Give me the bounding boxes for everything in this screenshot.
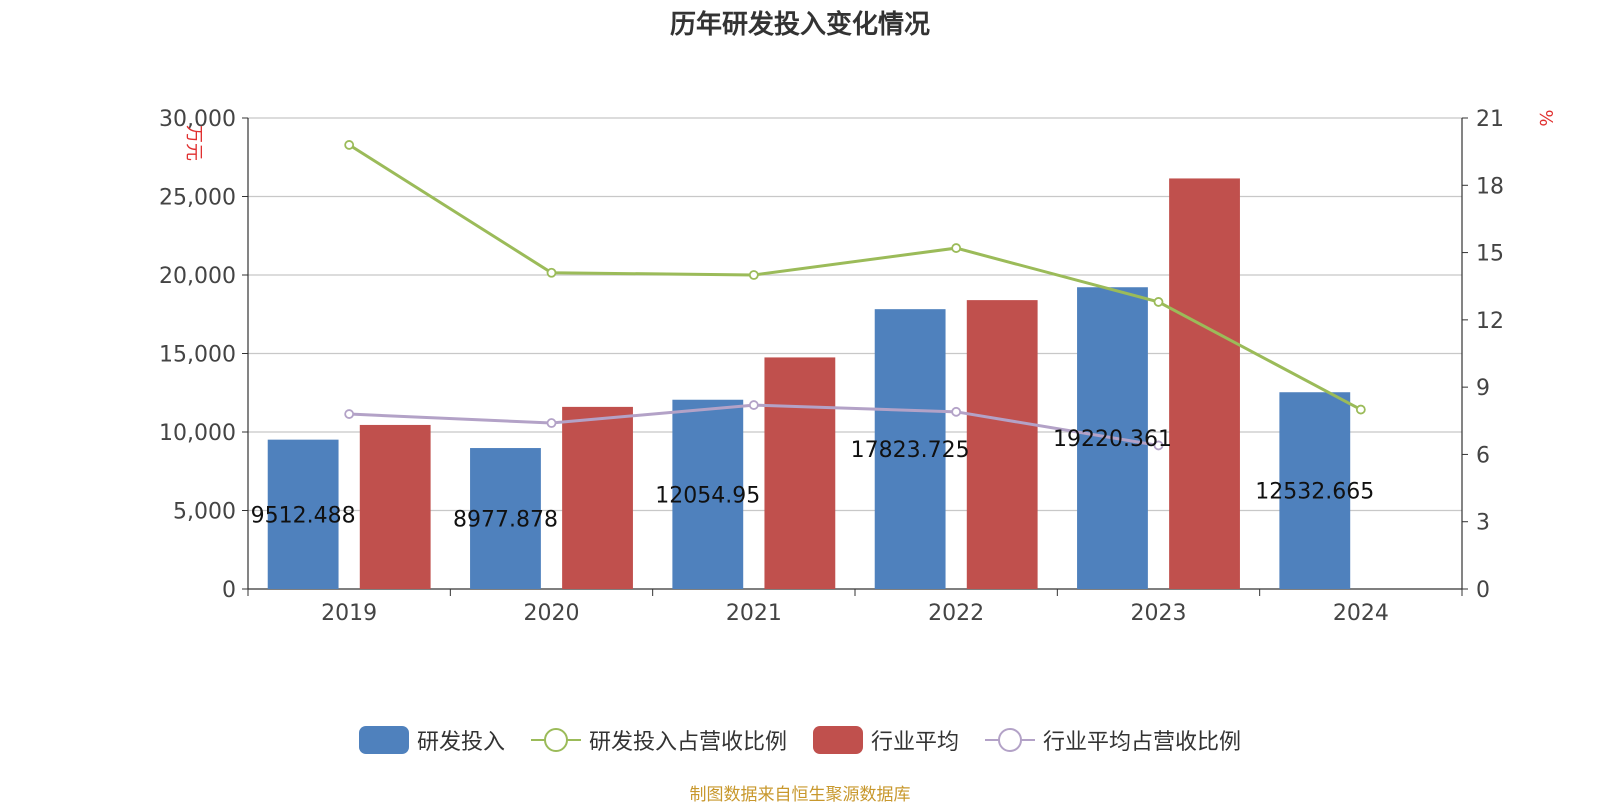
bar-industry-avg xyxy=(966,300,1038,589)
data-label: 17823.725 xyxy=(851,438,970,463)
line-rd-ratio xyxy=(348,143,1362,411)
y-left-tick-label: 10,000 xyxy=(159,421,236,446)
legend-item-rd-investment[interactable]: 研发投入 xyxy=(358,724,505,756)
y-right-tick-label: 3 xyxy=(1476,511,1490,536)
axis-layer: 0 5,000 10,000 15,000 20,000 25,000 30,000 0 3 6 9… xyxy=(159,107,1556,626)
bar-layer xyxy=(267,178,1351,589)
line-layer xyxy=(344,140,1366,451)
point-industry-ratio xyxy=(1153,440,1164,451)
legend-item-industry-avg[interactable]: 行业平均 xyxy=(813,724,959,756)
point-rd-ratio xyxy=(1355,404,1366,415)
label-layer: 9512.488 8977.878 12054.95 17823.725 19220.3… xyxy=(251,427,1375,532)
point-industry-ratio xyxy=(546,418,557,428)
point-rd-ratio xyxy=(748,270,759,280)
y-right-tick-label: 15 xyxy=(1476,242,1504,267)
y-right-tick-label: 12 xyxy=(1476,309,1504,334)
point-rd-ratio xyxy=(546,267,557,278)
legend-item-industry-ratio[interactable]: 行业平均占营收比例 xyxy=(985,724,1241,756)
y-left-tick-label: 15,000 xyxy=(159,343,236,368)
legend-swatch xyxy=(813,726,863,754)
legend-item-rd-ratio[interactable]: 研发投入占营收比例 xyxy=(530,724,787,756)
legend-label: 行业平均占营收比例 xyxy=(1043,730,1242,755)
data-label: 12054.95 xyxy=(655,483,760,508)
x-tick-label: 2020 xyxy=(524,601,580,626)
point-rd-ratio xyxy=(951,243,962,253)
data-label: 19220.361 xyxy=(1053,427,1172,452)
bar-industry-avg xyxy=(764,357,836,589)
bar-industry-avg xyxy=(359,424,431,589)
bar-rd-investment xyxy=(470,448,541,589)
legend-swatch xyxy=(358,726,409,754)
data-label: 12532.665 xyxy=(1255,480,1374,505)
legend-label: 研发投入占营收比例 xyxy=(588,730,787,755)
y-right-axis-label: % xyxy=(1535,109,1556,126)
y-right-tick-label: 0 xyxy=(1476,578,1490,603)
point-industry-ratio xyxy=(344,409,355,419)
bar-rd-investment xyxy=(1279,392,1351,589)
bar-industry-avg xyxy=(1169,178,1240,589)
grid-layer xyxy=(248,117,1462,512)
bar-industry-avg xyxy=(562,406,633,589)
y-right-tick-label: 9 xyxy=(1476,376,1490,401)
y-right-tick-label: 21 xyxy=(1476,107,1504,132)
chart-title: 历年研发投入变化情况 xyxy=(669,10,930,40)
y-right-tick-label: 18 xyxy=(1476,174,1504,199)
legend-label: 行业平均 xyxy=(871,730,960,755)
point-industry-ratio xyxy=(748,400,759,410)
source-note: 制图数据来自恒生聚源数据库 xyxy=(689,785,911,805)
y-left-tick-label: 20,000 xyxy=(159,264,236,289)
bar-rd-investment xyxy=(267,439,339,589)
legend: 研发投入 研发投入占营收比例 行业平均 行业平均占营收比例 xyxy=(0,720,1600,760)
legend-label: 研发投入 xyxy=(416,730,505,755)
y-left-tick-label: 25,000 xyxy=(159,186,236,211)
x-tick-label: 2024 xyxy=(1333,601,1389,626)
x-tick-label: 2022 xyxy=(928,601,984,626)
y-left-tick-label: 0 xyxy=(222,578,236,603)
point-industry-ratio xyxy=(951,406,962,417)
legend-swatch xyxy=(530,726,581,754)
y-left-tick-label: 30,000 xyxy=(159,107,236,132)
x-tick-label: 2023 xyxy=(1131,601,1187,626)
bar-rd-investment xyxy=(672,399,744,589)
y-right-tick-label: 6 xyxy=(1476,443,1490,468)
bar-rd-investment xyxy=(874,309,946,589)
data-label: 8977.878 xyxy=(453,508,558,533)
point-rd-ratio xyxy=(344,140,355,150)
x-tick-label: 2019 xyxy=(321,601,377,626)
legend-swatch xyxy=(985,726,1036,754)
data-label: 9512.488 xyxy=(251,503,356,528)
y-left-axis-label: 万元 xyxy=(183,125,204,161)
x-tick-label: 2021 xyxy=(726,601,782,626)
y-left-tick-label: 5,000 xyxy=(173,500,236,525)
point-rd-ratio xyxy=(1153,297,1164,307)
